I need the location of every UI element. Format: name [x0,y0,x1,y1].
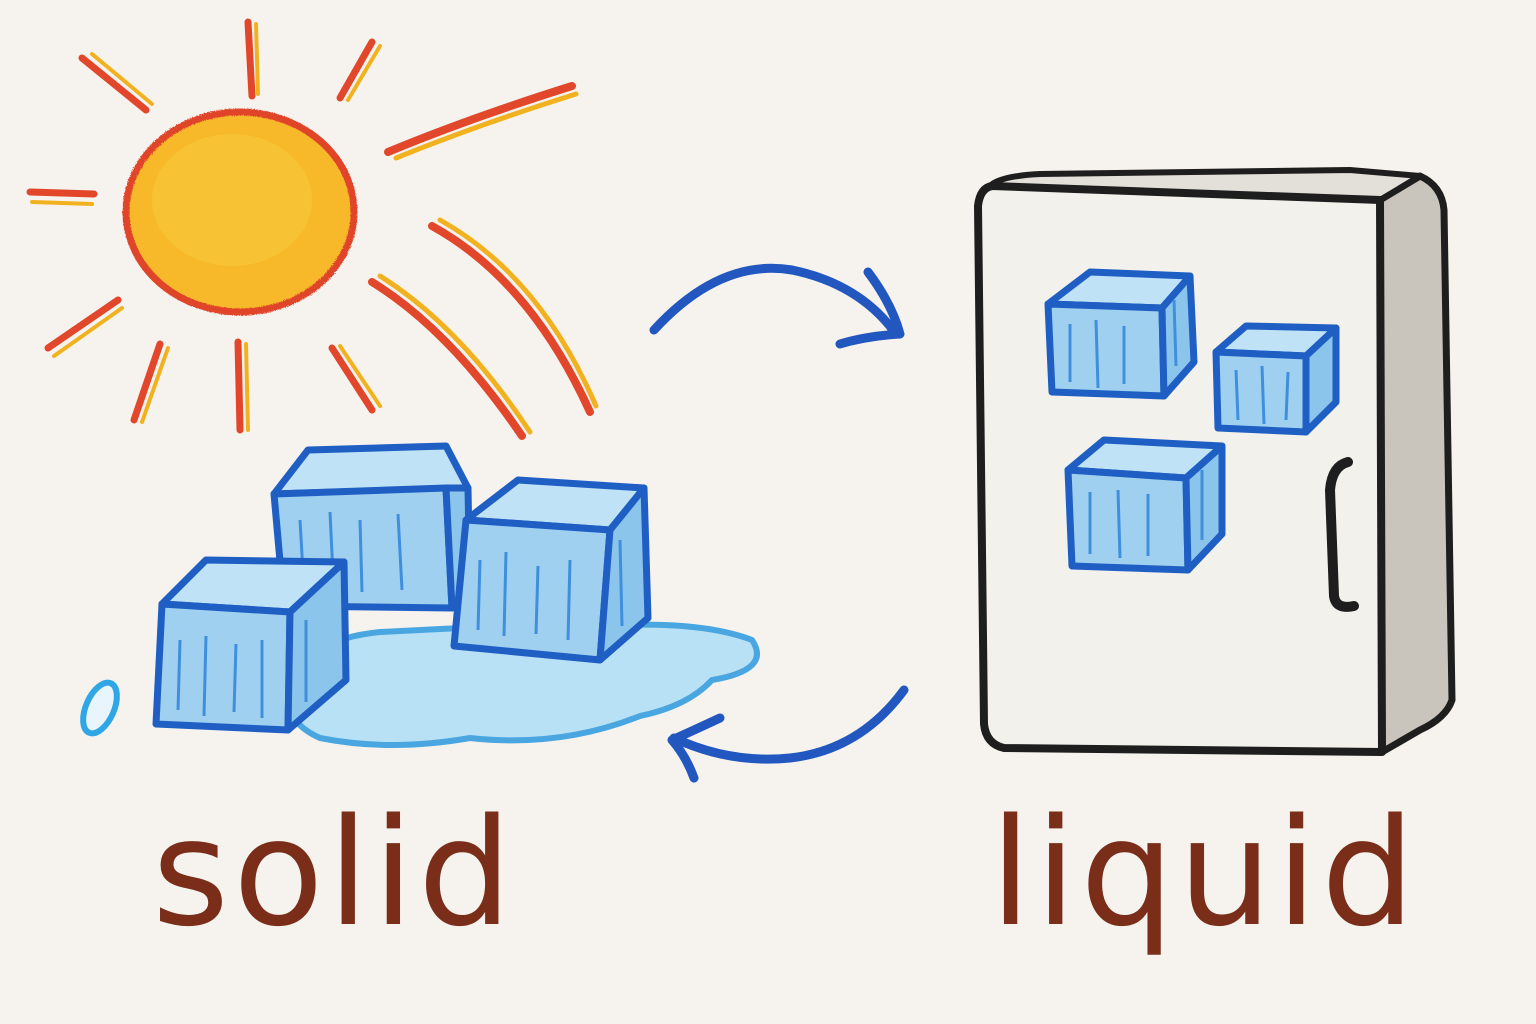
ice-cube [1212,322,1340,436]
ice-cube [1064,436,1226,574]
ice-cube [1044,268,1198,400]
sun-ray [437,217,599,409]
frozen-ice-cubes [1044,268,1340,574]
sun-ray [30,200,94,206]
melting-ice-cubes [152,442,760,748]
sun-highlight [152,134,312,266]
label-solid: solid [152,787,516,959]
sun-ray [26,188,98,198]
sun-ray [338,344,382,408]
sun-rays [26,18,599,440]
curved-arrow-right [649,263,905,349]
label-liquid: liquid [990,787,1419,959]
sun-ray [234,338,244,434]
sun-ray [336,38,376,102]
sun-ray [346,44,382,102]
sun-ray [328,344,376,414]
ice-cube [152,556,350,734]
sun-ray [377,273,533,435]
fridge-handle [1325,457,1359,612]
sun-ray [140,346,170,424]
ice-cube [450,476,652,664]
sun-ray [44,296,122,352]
sun-ray [393,91,579,161]
sun-ray [368,278,526,440]
sun-ray [130,340,164,424]
sun-ray [52,306,124,358]
water-drop-icon [80,679,120,737]
sun-icon [26,18,599,440]
sun-ray [384,82,576,156]
sun-ray [244,342,250,432]
sun-ray [254,22,260,96]
fridge-side [1376,172,1456,756]
sun-ray [90,52,154,106]
sun-ray [244,18,256,100]
curved-arrow-left [667,685,909,783]
sun-ray [78,54,150,114]
sun-ray [428,222,594,416]
